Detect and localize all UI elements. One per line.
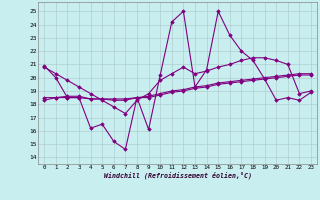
X-axis label: Windchill (Refroidissement éolien,°C): Windchill (Refroidissement éolien,°C) xyxy=(104,172,252,179)
